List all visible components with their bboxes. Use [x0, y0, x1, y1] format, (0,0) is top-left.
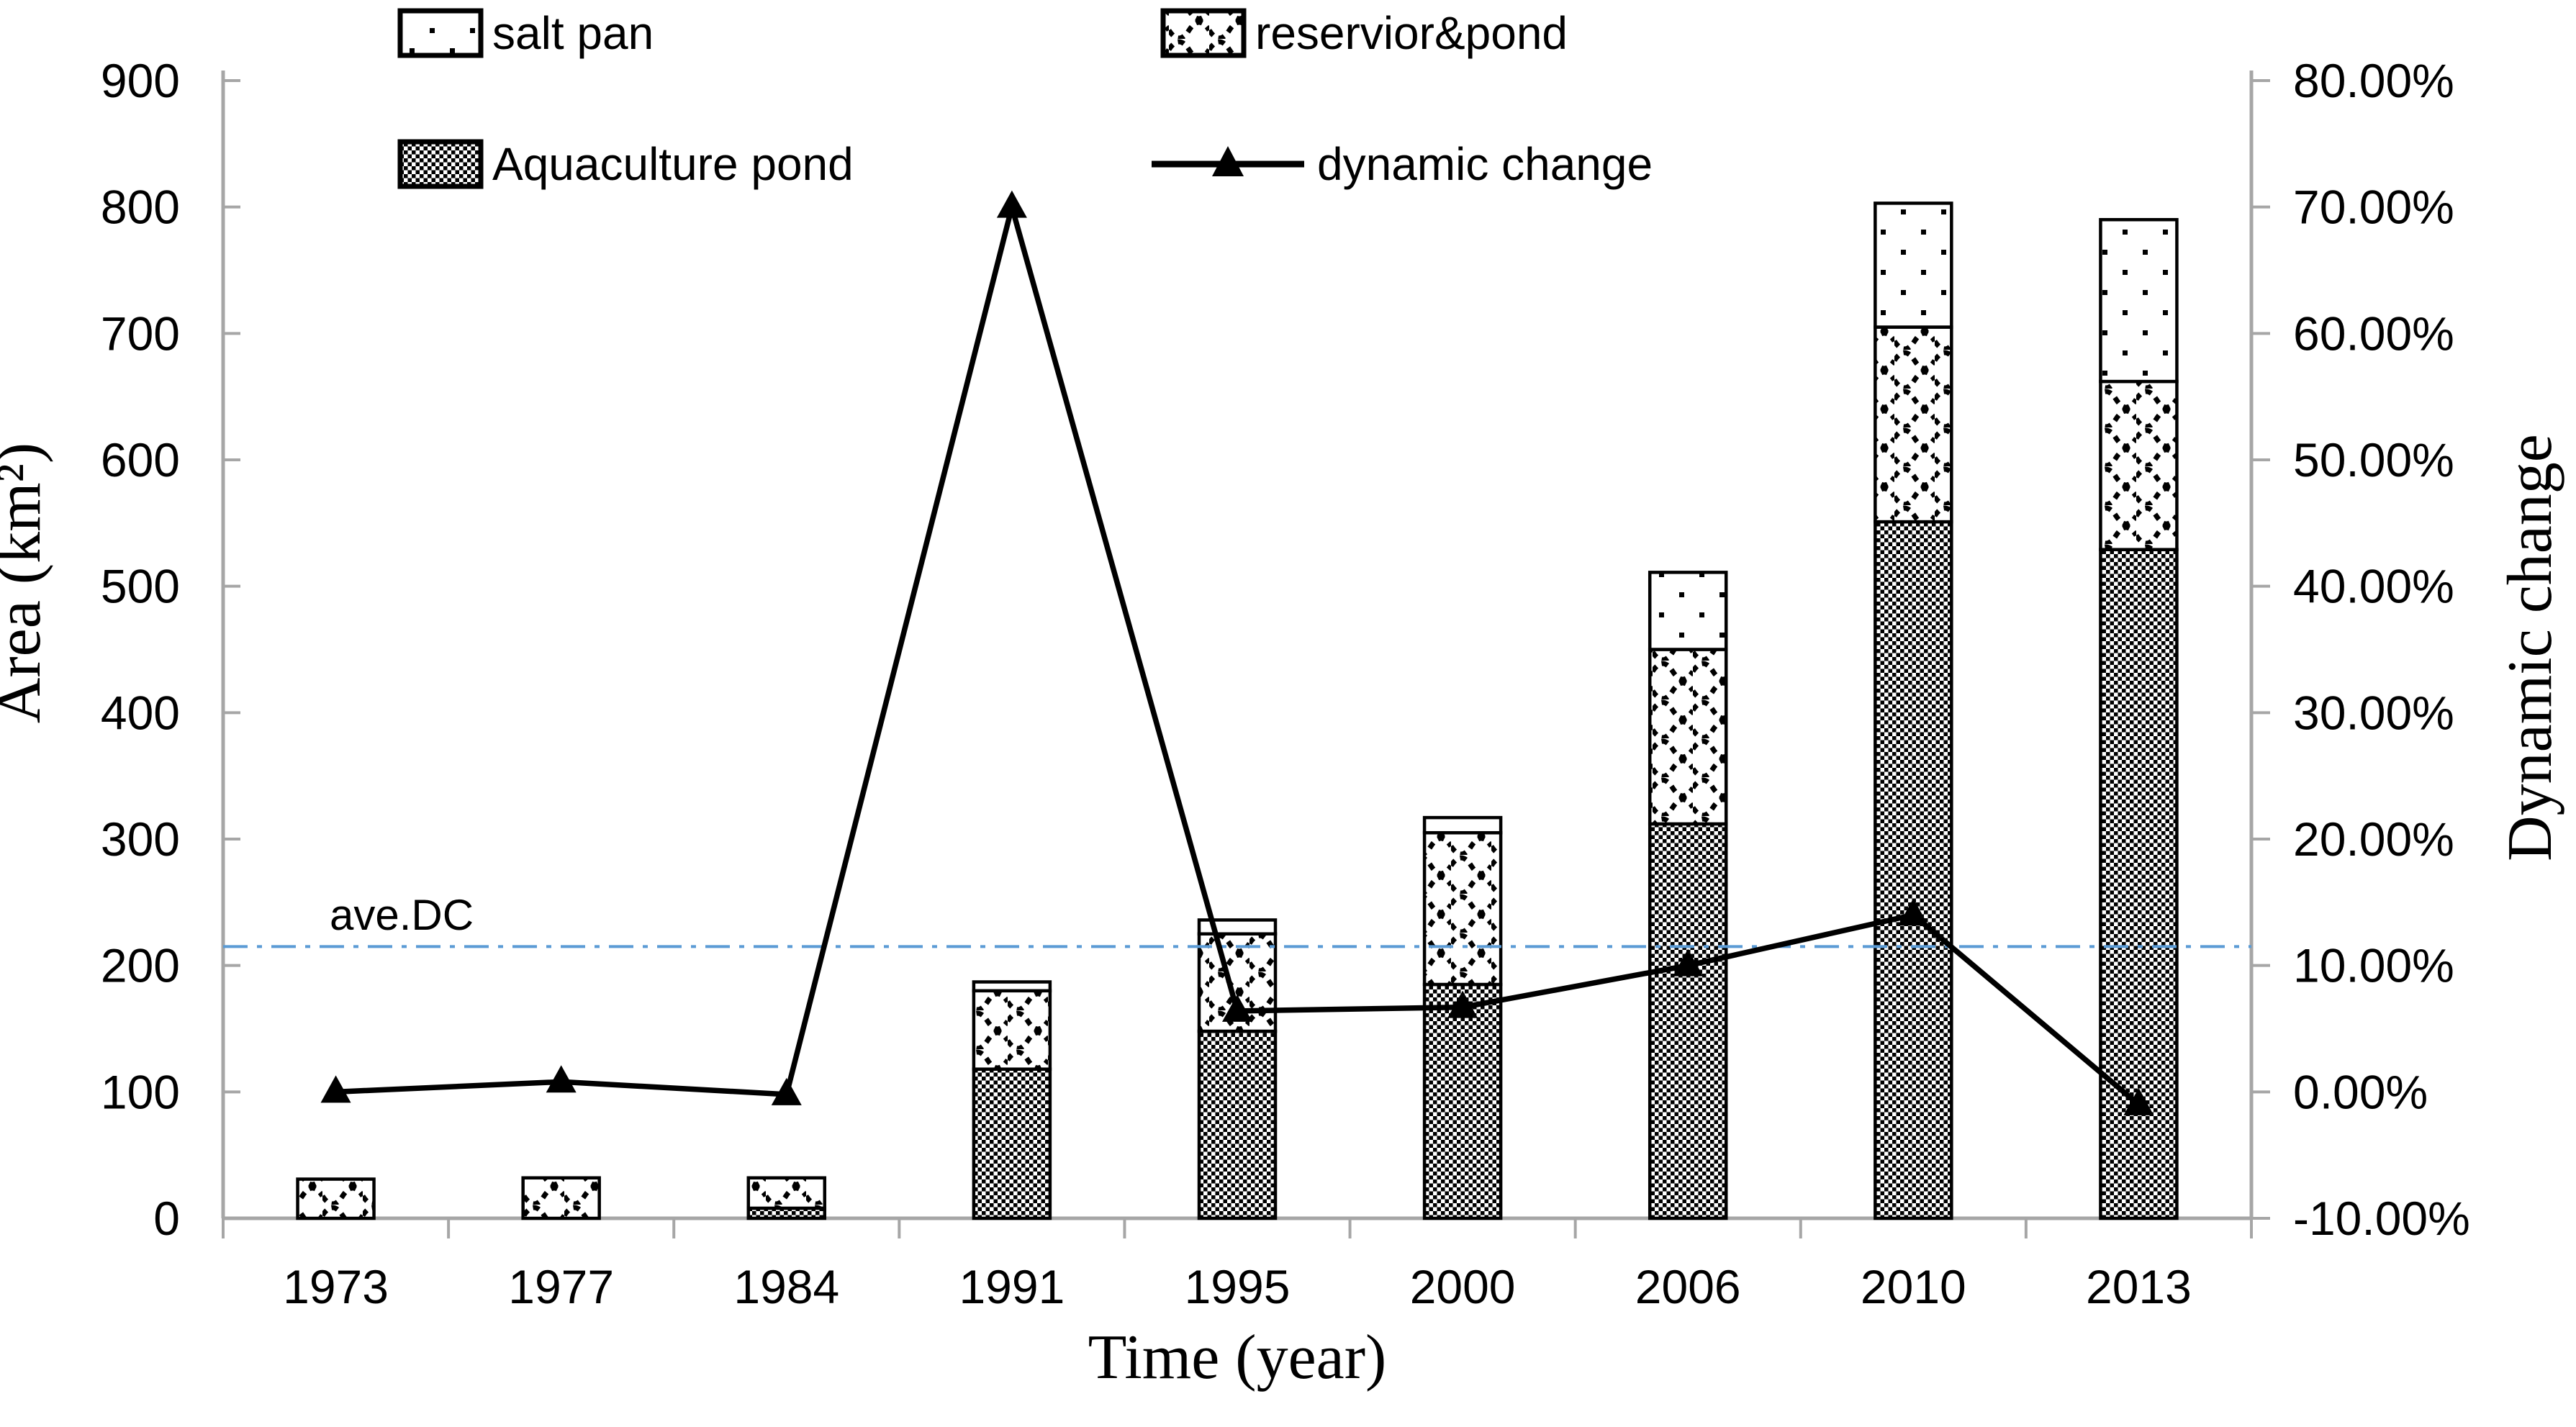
legend-label-reservoir-pond: reservior&pond: [1255, 7, 1568, 59]
right-axis-tick-label: 10.00%: [2293, 939, 2454, 992]
left-axis-tick-label: 400: [101, 686, 180, 739]
bar-segment-dots-2013: [2099, 217, 2179, 384]
right-axis-tick-label: 50.00%: [2293, 433, 2454, 486]
right-axis-tick-label: 30.00%: [2293, 686, 2454, 739]
legend-item-reservoir-pond: reservior&pond: [1160, 7, 1568, 59]
right-axis-tick-label: 40.00%: [2293, 560, 2454, 613]
bar-segment-waves-1973: [296, 1177, 376, 1220]
left-axis-tick-label: 200: [101, 939, 180, 992]
x-axis-tick-label: 2013: [2086, 1260, 2192, 1313]
bar-segment-dots-1995: [1197, 918, 1278, 936]
bar-segment-dots-1991: [972, 980, 1052, 993]
x-axis-tick-label: 1973: [283, 1260, 389, 1313]
dynamic-change-marker-1991: [996, 190, 1027, 218]
bar-segment-waves-2010: [1874, 325, 1953, 524]
dynamic-change-marker-1995: [1222, 994, 1252, 1022]
legend-item-salt-pan: salt pan: [397, 7, 654, 59]
bar-segment-dots-2010: [1874, 201, 1953, 329]
x-axis-title: Time (year): [1088, 1323, 1387, 1392]
left-axis-tick-label: 800: [101, 181, 180, 234]
right-axis-tick-label: 20.00%: [2293, 812, 2454, 866]
x-axis-tick-label: 1991: [959, 1260, 1065, 1313]
legend: salt pan reservior&pond Aquaculture pond…: [397, 7, 1653, 190]
dynamic-change-marker-2006: [1673, 948, 1704, 977]
dynamic-change-marker-2013: [2123, 1087, 2154, 1115]
left-axis-tick-label: 600: [101, 433, 180, 486]
left-axis-tick-label: 700: [101, 307, 180, 360]
bar-segment-waves-1977: [521, 1176, 601, 1220]
dynamic-change-marker-icon: [1212, 146, 1244, 176]
x-axis-tick-label: 1984: [733, 1260, 839, 1313]
x-axis-tick-label: 1977: [508, 1260, 614, 1313]
salt-pan-swatch-icon: [397, 8, 484, 58]
left-axis-tick-label: 300: [101, 812, 180, 866]
bar-segment-waves-1991: [972, 989, 1052, 1071]
right-axis-title: Dynamic change: [2495, 434, 2565, 861]
bar-segment-checker-2013: [2099, 548, 2179, 1220]
bar-segment-checker-2006: [1648, 822, 1728, 1220]
dynamic-change-marker-1984: [771, 1077, 802, 1105]
right-axis-tick-label: 80.00%: [2293, 54, 2454, 107]
legend-label-dynamic-change: dynamic change: [1317, 138, 1653, 190]
aquaculture-pond-swatch-icon: [397, 139, 484, 189]
left-axis-tick-label: 0: [153, 1192, 180, 1245]
bar-segment-waves-2006: [1648, 648, 1728, 826]
legend-label-salt-pan: salt pan: [492, 7, 654, 59]
legend-item-aquaculture-pond: Aquaculture pond: [397, 138, 854, 190]
legend-label-aquaculture-pond: Aquaculture pond: [492, 138, 854, 190]
bar-segment-waves-1984: [746, 1176, 827, 1210]
right-axis-tick-label: 70.00%: [2293, 181, 2454, 234]
bar-segment-dots-2006: [1648, 571, 1728, 651]
dynamic-change-marker-1973: [320, 1075, 351, 1103]
ave-dc-label: ave.DC: [330, 891, 474, 939]
x-axis-tick-label: 2010: [1861, 1260, 1966, 1313]
dynamic-change-marker-2000: [1447, 990, 1478, 1018]
legend-item-dynamic-change: dynamic change: [1152, 138, 1653, 190]
left-axis-tick-label: 500: [101, 560, 180, 613]
x-axis-tick-label: 2000: [1410, 1260, 1516, 1313]
bar-segment-checker-1995: [1197, 1029, 1278, 1220]
right-axis-tick-label: -10.00%: [2293, 1192, 2470, 1245]
plot-area: 0 100 200 300 400 500 600 700 800 900 -10.00% 0.00%…: [101, 54, 2470, 1313]
x-axis-tick-label: 1995: [1185, 1260, 1291, 1313]
bar-segment-waves-2013: [2099, 379, 2179, 551]
right-axis-tick-label: 0.00%: [2293, 1065, 2428, 1118]
bar-segment-checker-2010: [1874, 520, 1953, 1220]
bar-segment-checker-1991: [972, 1067, 1052, 1220]
bar-segment-checker-2000: [1422, 982, 1503, 1220]
bar-segment-waves-2000: [1422, 830, 1503, 987]
left-axis-title: Area (km²): [0, 443, 54, 723]
dynamic-change-marker-1977: [546, 1065, 577, 1093]
dynamic-change-marker-2010: [1898, 898, 1929, 926]
right-axis-tick-label: 60.00%: [2293, 307, 2454, 360]
reservoir-pond-swatch-icon: [1160, 8, 1247, 58]
bar-segment-dots-2000: [1422, 815, 1503, 835]
x-axis-tick-label: 2006: [1635, 1260, 1741, 1313]
left-axis-tick-label: 100: [101, 1065, 180, 1118]
left-axis-tick-label: 900: [101, 54, 180, 107]
